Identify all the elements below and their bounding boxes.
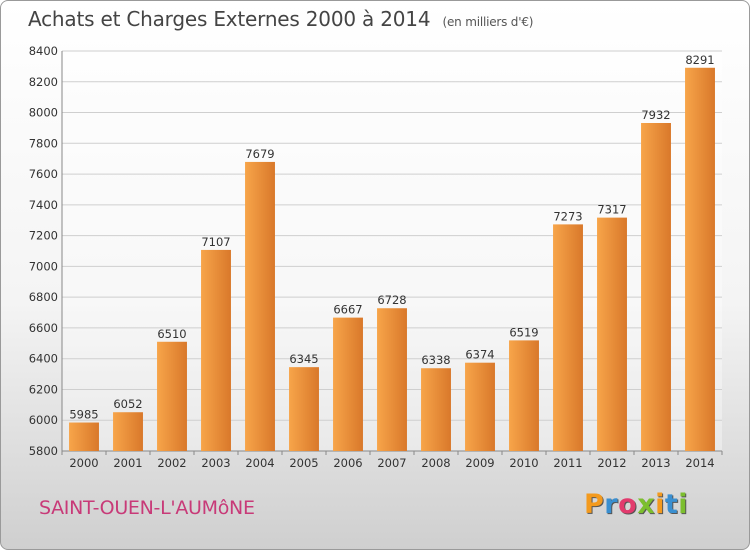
bar — [289, 367, 319, 451]
data-label: 6345 — [289, 352, 318, 366]
x-tick-label: 2004 — [245, 456, 274, 470]
x-tick-label: 2012 — [597, 456, 626, 470]
proxiti-logo: Proxiti — [584, 489, 688, 520]
data-label: 7273 — [553, 209, 582, 223]
data-label: 6667 — [333, 303, 362, 317]
data-label: 7679 — [245, 147, 274, 161]
data-label: 7107 — [201, 235, 230, 249]
title-unit: (en milliers d'€) — [442, 15, 534, 29]
y-tick-label: 6200 — [29, 382, 58, 396]
data-label: 6052 — [113, 397, 142, 411]
y-tick-label: 6800 — [29, 290, 58, 304]
y-tick-label: 8000 — [29, 106, 58, 120]
y-tick-label: 7400 — [29, 198, 58, 212]
logo-letter: r — [604, 489, 619, 520]
x-tick-label: 2007 — [377, 456, 406, 470]
x-tick-label: 2014 — [685, 456, 714, 470]
y-tick-label: 5800 — [29, 444, 58, 458]
data-label: 6510 — [157, 327, 186, 341]
y-tick-label: 6600 — [29, 321, 58, 335]
x-tick-label: 2006 — [333, 456, 362, 470]
data-label: 6374 — [465, 348, 494, 362]
bar — [157, 341, 187, 451]
bar — [377, 308, 407, 451]
x-tick-label: 2003 — [201, 456, 230, 470]
bar — [201, 249, 231, 451]
bar — [641, 123, 671, 451]
y-tick-label: 7200 — [29, 229, 58, 243]
location-label: SAINT-OUEN-L'AUMôNE — [39, 497, 255, 519]
data-label: 6519 — [509, 325, 538, 339]
logo-letter: o — [618, 489, 638, 520]
data-label: 6728 — [377, 293, 406, 307]
y-tick-label: 7000 — [29, 259, 58, 273]
chart-title: Achats et Charges Externes 2000 à 2014 (… — [28, 7, 533, 31]
y-tick-label: 7800 — [29, 136, 58, 150]
y-tick-label: 6000 — [29, 413, 58, 427]
data-label: 7932 — [641, 108, 670, 122]
bar — [597, 217, 627, 451]
bar — [685, 67, 715, 452]
bar — [113, 412, 143, 451]
data-label: 7317 — [597, 203, 626, 217]
x-tick-label: 2011 — [553, 456, 582, 470]
bar — [421, 368, 451, 451]
title-text: Achats et Charges Externes 2000 à 2014 — [28, 7, 431, 31]
logo-letter: t — [664, 489, 679, 520]
bar — [333, 317, 363, 451]
logo-letter: i — [655, 489, 665, 520]
x-tick-label: 2013 — [641, 456, 670, 470]
x-tick-label: 2010 — [509, 456, 538, 470]
data-label: 8291 — [685, 53, 714, 67]
data-label: 5985 — [69, 408, 98, 422]
x-tick-label: 2000 — [69, 456, 98, 470]
logo-letter: i — [678, 489, 689, 520]
bar — [465, 362, 495, 451]
y-tick-label: 7600 — [29, 167, 58, 181]
x-tick-label: 2002 — [157, 456, 186, 470]
x-tick-label: 2005 — [289, 456, 318, 470]
y-tick-label: 8200 — [29, 75, 58, 89]
y-tick-label: 8400 — [29, 44, 58, 58]
x-tick-label: 2008 — [421, 456, 450, 470]
bar — [509, 340, 539, 451]
x-tick-label: 2001 — [113, 456, 142, 470]
bar — [69, 422, 99, 451]
bar — [553, 224, 583, 451]
x-tick-label: 2009 — [465, 456, 494, 470]
data-label: 6338 — [421, 353, 450, 367]
logo-letter: P — [584, 489, 605, 520]
logo-letter: x — [637, 489, 656, 520]
bar — [245, 161, 275, 451]
y-tick-label: 6400 — [29, 352, 58, 366]
